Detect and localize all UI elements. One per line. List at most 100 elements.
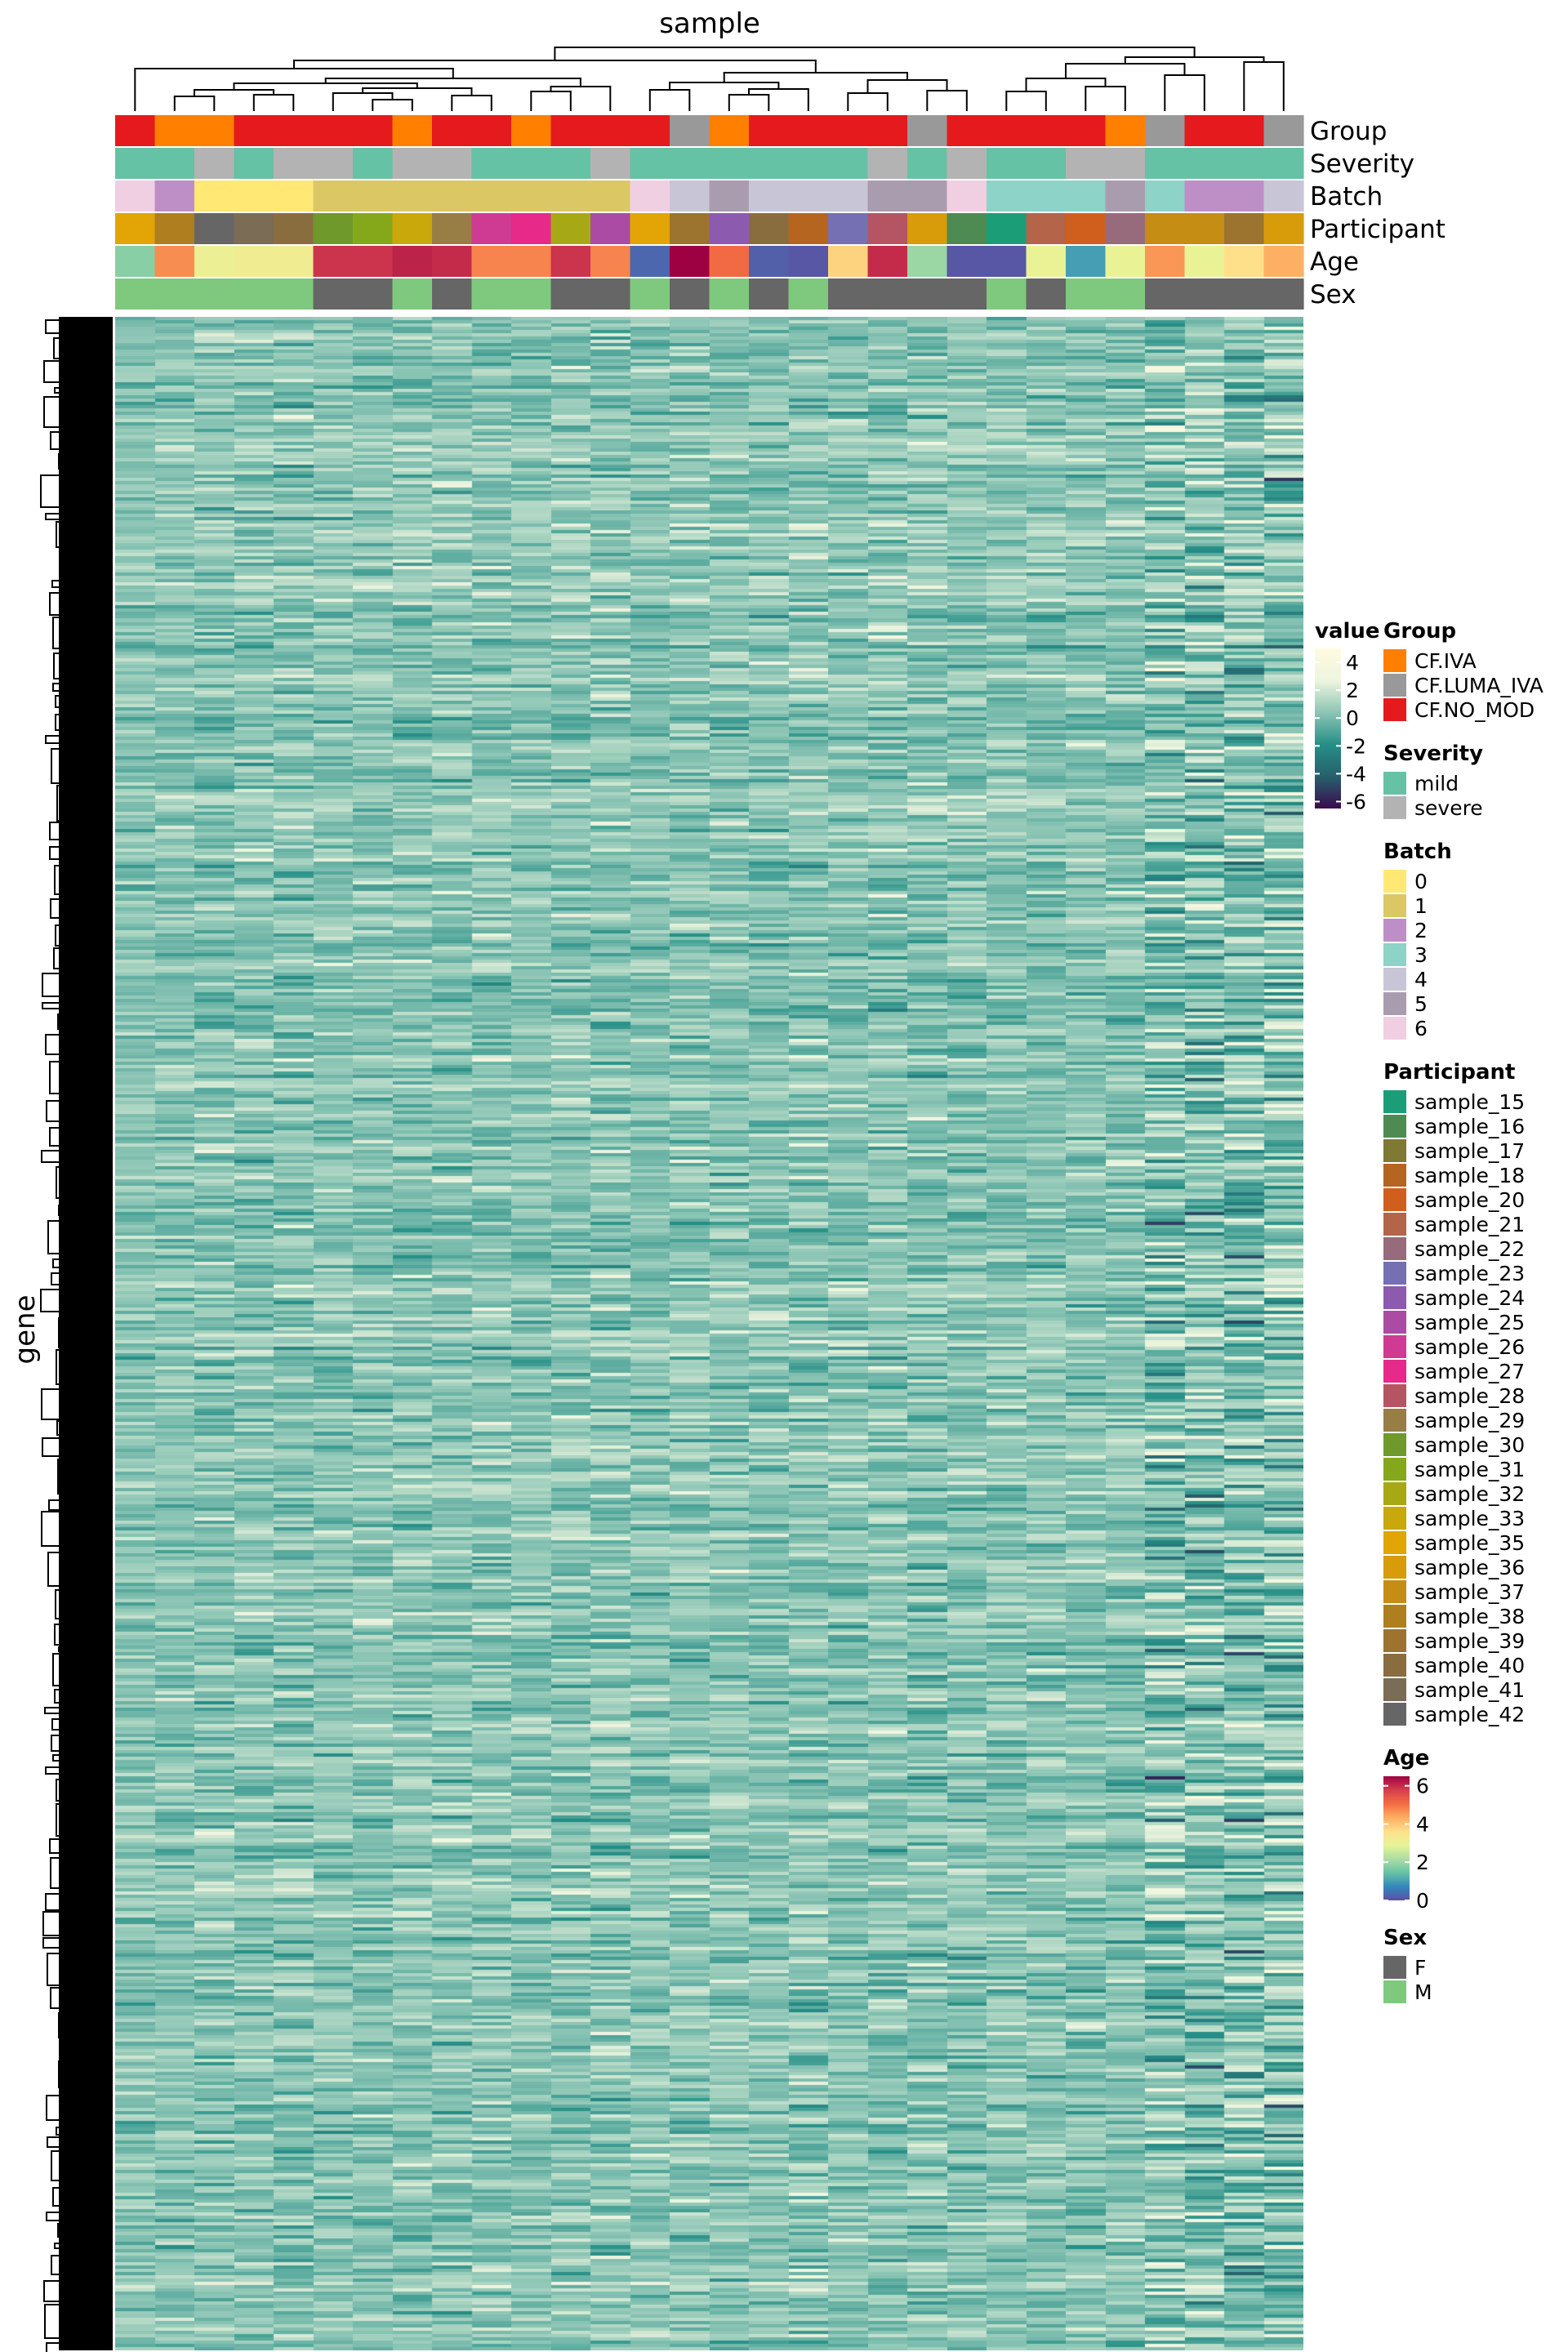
legend-title-value: value [1315,619,1380,644]
legend-title-group: Group [1383,619,1456,644]
annotation-cell-batch [987,180,1027,212]
legend-entry-label: 4 [1414,968,1428,991]
annotation-cell-batch [274,180,314,212]
row-dendrogram-branch [56,1803,59,1837]
annotation-track-age [115,246,1304,277]
row-dendrogram-branch [56,521,59,548]
annotation-cell-severity [1224,148,1265,179]
row-dendrogram-branch [52,2187,59,2207]
row-dendrogram-branch [43,2280,59,2302]
row-dendrogram-branch [57,2223,59,2238]
row-dendrogram-branch [54,2243,59,2249]
annotation-cell-group [511,115,552,146]
annotation-cell-age [550,246,591,277]
annotation-cell-sex [947,278,987,310]
legend-entry-label: sample_33 [1414,1507,1525,1530]
annotation-cell-sex [274,278,314,310]
legend-entry-label: sample_22 [1414,1237,1525,1261]
annotation-cell-sex [234,278,274,310]
legend-swatch [1383,1213,1406,1236]
annotation-cell-severity [1145,148,1186,179]
legend-entry-label: sample_26 [1414,1335,1525,1359]
legend-swatch [1383,649,1406,672]
annotation-cell-sex [313,278,354,310]
legend-swatch [1383,1629,1406,1652]
legend-entry-label: sample_35 [1414,1531,1525,1555]
annotation-cell-group [670,115,710,146]
row-dendrogram-branch [59,2041,60,2054]
row-dendrogram-branch [54,1624,59,1646]
legend-swatch [1383,1703,1406,1726]
row-dendrogram-branch [51,748,59,784]
annotation-cell-group [274,115,314,146]
legend-swatch [1383,1360,1406,1383]
legend-entry-label: F [1414,1956,1426,1980]
annotation-cell-severity [154,148,195,179]
legend-swatch [1383,1115,1406,1138]
legends: value 4 2 0 -2 -4 -6 Group CF.IVACF.LUMA_IVACF.N… [1315,619,1544,2004]
row-dendrogram-branch [47,1220,59,1254]
row-dendrogram-branch [48,1499,59,1511]
annotation-cell-sex [630,278,670,310]
annotation-cell-severity [353,148,394,179]
legend-swatch [1383,894,1406,917]
annotation-cell-participant [234,213,274,244]
legend-entry-label: 2 [1414,919,1428,942]
legend-swatch [1383,1433,1406,1456]
row-dendrogram-branch [46,1100,59,1122]
row-dendrogram-branch [54,865,59,895]
legend-swatch [1383,1531,1406,1554]
colorbar-tick-label: 0 [1416,1889,1429,1913]
legend-entry-label: sample_21 [1414,1213,1525,1236]
annotation-cell-sex [353,278,394,310]
annotation-cell-batch [432,180,473,212]
annotation-cell-severity [1105,148,1146,179]
dendrogram-branch [451,95,492,111]
annotation-cell-age [1026,246,1067,277]
row-dendrogram-branch [51,2255,59,2275]
annotation-label-group: Group [1310,117,1387,146]
annotation-cell-batch [630,180,670,212]
annotation-cell-age [1224,246,1265,277]
annotation-track-group [115,115,1304,146]
annotation-cell-severity [670,148,710,179]
dendrogram-branch [926,90,968,111]
annotation-cell-severity [788,148,829,179]
row-dendrogram-branch [55,695,59,708]
annotation-cell-group [1184,115,1225,146]
annotation-cell-sex [590,278,631,310]
annotation-cell-severity [1263,148,1304,179]
legend-entry-label: sample_28 [1414,1384,1525,1408]
row-dendrogram-branch [51,580,59,588]
legend-swatch [1383,1409,1406,1432]
row-dendrogram-branch [52,617,59,649]
row-dendrogram-branch [56,1166,59,1199]
legend-entry-label: sample_17 [1414,1139,1525,1163]
annotation-cell-severity [511,148,552,179]
annotation-cell-group [115,115,156,146]
row-dendrogram-branch [45,319,59,334]
annotation-cell-participant [1145,213,1186,244]
legend-swatch [1383,1678,1406,1701]
annotation-cell-severity [749,148,790,179]
annotation-cell-participant [353,213,394,244]
annotation-cell-batch [828,180,869,212]
annotation-cell-sex [828,278,869,310]
annotation-cell-age [1105,246,1146,277]
annotation-cell-participant [1026,213,1067,244]
legend-entry-label: sample_37 [1414,1580,1525,1604]
row-dendrogram [40,317,113,2352]
dendrogram-branch [1005,91,1047,111]
annotation-cell-sex [1184,278,1225,310]
annotation-cell-age [749,246,790,277]
legend-swatch [1383,1090,1406,1113]
legend-entry-label: sample_31 [1414,1458,1525,1481]
annotation-cell-group [1224,115,1265,146]
annotation-cell-severity [1066,148,1107,179]
legend-entry-label: sample_36 [1414,1556,1525,1579]
annotation-cell-sex [709,278,750,310]
annotation-cell-sex [1026,278,1067,310]
legend-entry-label: sample_15 [1414,1090,1525,1114]
annotation-cell-sex [987,278,1027,310]
annotation-cell-severity [709,148,750,179]
